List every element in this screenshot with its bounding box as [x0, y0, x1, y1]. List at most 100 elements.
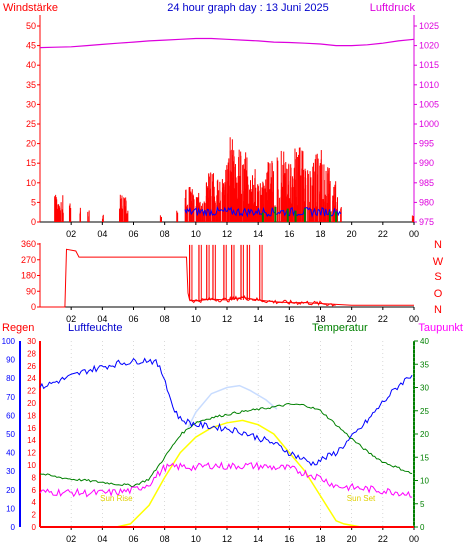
- dewpoint-series-line: [39, 461, 413, 498]
- direction-x-tick-label: 22: [378, 314, 388, 324]
- direction-texture-line: [189, 295, 336, 307]
- temperature-y-tick-label: 5: [420, 500, 425, 509]
- wind-x-tick-label: 02: [66, 229, 76, 239]
- wind-y-tick-label: 45: [26, 41, 36, 51]
- direction-y-tick-label: 270: [21, 255, 36, 265]
- rain-y-tick-label: 0: [32, 523, 37, 532]
- wind-y-tick-label: 20: [26, 139, 36, 149]
- temperature-axis-title: Temperatur: [312, 322, 368, 334]
- weather-x-tick-label: 22: [378, 534, 388, 544]
- wind-x-tick-label: 16: [284, 229, 294, 239]
- wind-x-tick-label: 00: [409, 229, 419, 239]
- temperature-y-tick-label: 40: [420, 337, 429, 346]
- temperature-y-tick-label: 0: [420, 523, 425, 532]
- pressure-y-tick-label: 990: [419, 158, 434, 168]
- pressure-y-tick-label: 995: [419, 139, 434, 149]
- temperature-y-tick-label: 25: [420, 407, 429, 416]
- rain-y-tick-label: 30: [27, 337, 36, 346]
- direction-x-tick-label: 16: [284, 314, 294, 324]
- direction-y-tick-label: 0: [31, 302, 36, 312]
- solar-series-line: [187, 384, 278, 429]
- wind-y-tick-label: 35: [26, 80, 36, 90]
- wind-x-tick-label: 22: [378, 229, 388, 239]
- rain-y-tick-label: 24: [27, 374, 36, 383]
- direction-series-line: [40, 248, 414, 308]
- wind-mean-line: [184, 205, 342, 218]
- direction-label-w: W: [433, 256, 444, 268]
- humidity-y-tick-label: 30: [6, 467, 15, 476]
- wind-x-tick-label: 14: [253, 229, 263, 239]
- temperature-series-line: [39, 402, 413, 488]
- pressure-y-tick-label: 1010: [419, 80, 439, 90]
- wind-y-tick-label: 5: [31, 197, 36, 207]
- direction-x-tick-label: 10: [191, 314, 201, 324]
- weather-x-tick-label: 20: [347, 534, 357, 544]
- pressure-y-tick-label: 1015: [419, 60, 439, 70]
- direction-label-s: S: [434, 271, 441, 283]
- direction-x-tick-label: 02: [66, 314, 76, 324]
- chart-title: 24 hour graph day : 13 Juni 2025: [167, 2, 328, 14]
- temperature-y-tick-label: 30: [420, 384, 429, 393]
- rain-y-tick-label: 12: [27, 449, 36, 458]
- rain-y-tick-label: 14: [27, 436, 36, 445]
- wind-x-tick-label: 10: [191, 229, 201, 239]
- direction-x-tick-label: 00: [409, 314, 419, 324]
- wind-y-tick-label: 0: [31, 217, 36, 227]
- direction-x-tick-label: 14: [253, 314, 263, 324]
- pressure-series-line: [39, 37, 415, 49]
- temperature-y-tick-label: 15: [420, 453, 429, 462]
- wind-x-tick-label: 08: [160, 229, 170, 239]
- direction-x-tick-label: 20: [347, 314, 357, 324]
- wind-axis-title: Windstärke: [3, 2, 58, 14]
- wind-y-tick-label: 25: [26, 119, 36, 129]
- rain-y-tick-label: 18: [27, 411, 36, 420]
- weather-x-tick-label: 08: [160, 534, 170, 544]
- weather-x-tick-label: 10: [191, 534, 201, 544]
- humidity-y-tick-label: 0: [11, 523, 16, 532]
- rain-y-tick-label: 22: [27, 387, 36, 396]
- pressure-y-tick-label: 1020: [419, 41, 439, 51]
- humidity-series-line: [39, 357, 413, 467]
- humidity-y-tick-label: 40: [6, 449, 15, 458]
- rain-y-tick-label: 10: [27, 461, 36, 470]
- pressure-y-tick-label: 1000: [419, 119, 439, 129]
- weather-x-tick-label: 04: [97, 534, 107, 544]
- humidity-y-tick-label: 90: [6, 356, 15, 365]
- sunset-label: Sun Set: [347, 494, 376, 503]
- temperature-y-tick-label: 20: [420, 430, 429, 439]
- humidity-y-tick-label: 50: [6, 430, 15, 439]
- rain-y-tick-label: 20: [27, 399, 36, 408]
- direction-x-tick-label: 12: [222, 314, 232, 324]
- wind-x-tick-label: 04: [97, 229, 107, 239]
- wind-y-tick-label: 40: [26, 60, 36, 70]
- wind-y-tick-label: 30: [26, 99, 36, 109]
- wind-x-tick-label: 18: [315, 229, 325, 239]
- weather-x-tick-label: 18: [315, 534, 325, 544]
- direction-label-o: O: [434, 288, 443, 300]
- pressure-y-tick-label: 980: [419, 197, 434, 207]
- rain-y-tick-label: 26: [27, 362, 36, 371]
- sun-series-line: [40, 419, 414, 528]
- direction-x-tick-label: 18: [315, 314, 325, 324]
- wind-y-tick-label: 15: [26, 158, 36, 168]
- weather-x-tick-label: 16: [284, 534, 294, 544]
- direction-y-tick-label: 90: [26, 286, 36, 296]
- direction-label-n-bottom: N: [434, 304, 442, 316]
- weather-x-tick-label: 12: [222, 534, 232, 544]
- sunrise-label: Sun Rise: [100, 494, 133, 503]
- direction-y-tick-label: 180: [21, 271, 36, 281]
- rain-y-tick-label: 8: [32, 473, 37, 482]
- rain-y-tick-label: 6: [32, 486, 37, 495]
- humidity-y-tick-label: 80: [6, 374, 15, 383]
- pressure-axis-title: Luftdruck: [370, 2, 416, 14]
- wind-y-tick-label: 50: [26, 21, 36, 31]
- weather-panel: 0102030405060708090100024681012141618202…: [2, 337, 430, 544]
- weather-x-tick-label: 06: [128, 534, 138, 544]
- rain-y-tick-label: 28: [27, 349, 36, 358]
- weather-x-tick-label: 02: [66, 534, 76, 544]
- rain-y-tick-label: 16: [27, 424, 36, 433]
- dewpoint-axis-title: Taupunkt: [418, 322, 463, 334]
- direction-x-tick-label: 08: [160, 314, 170, 324]
